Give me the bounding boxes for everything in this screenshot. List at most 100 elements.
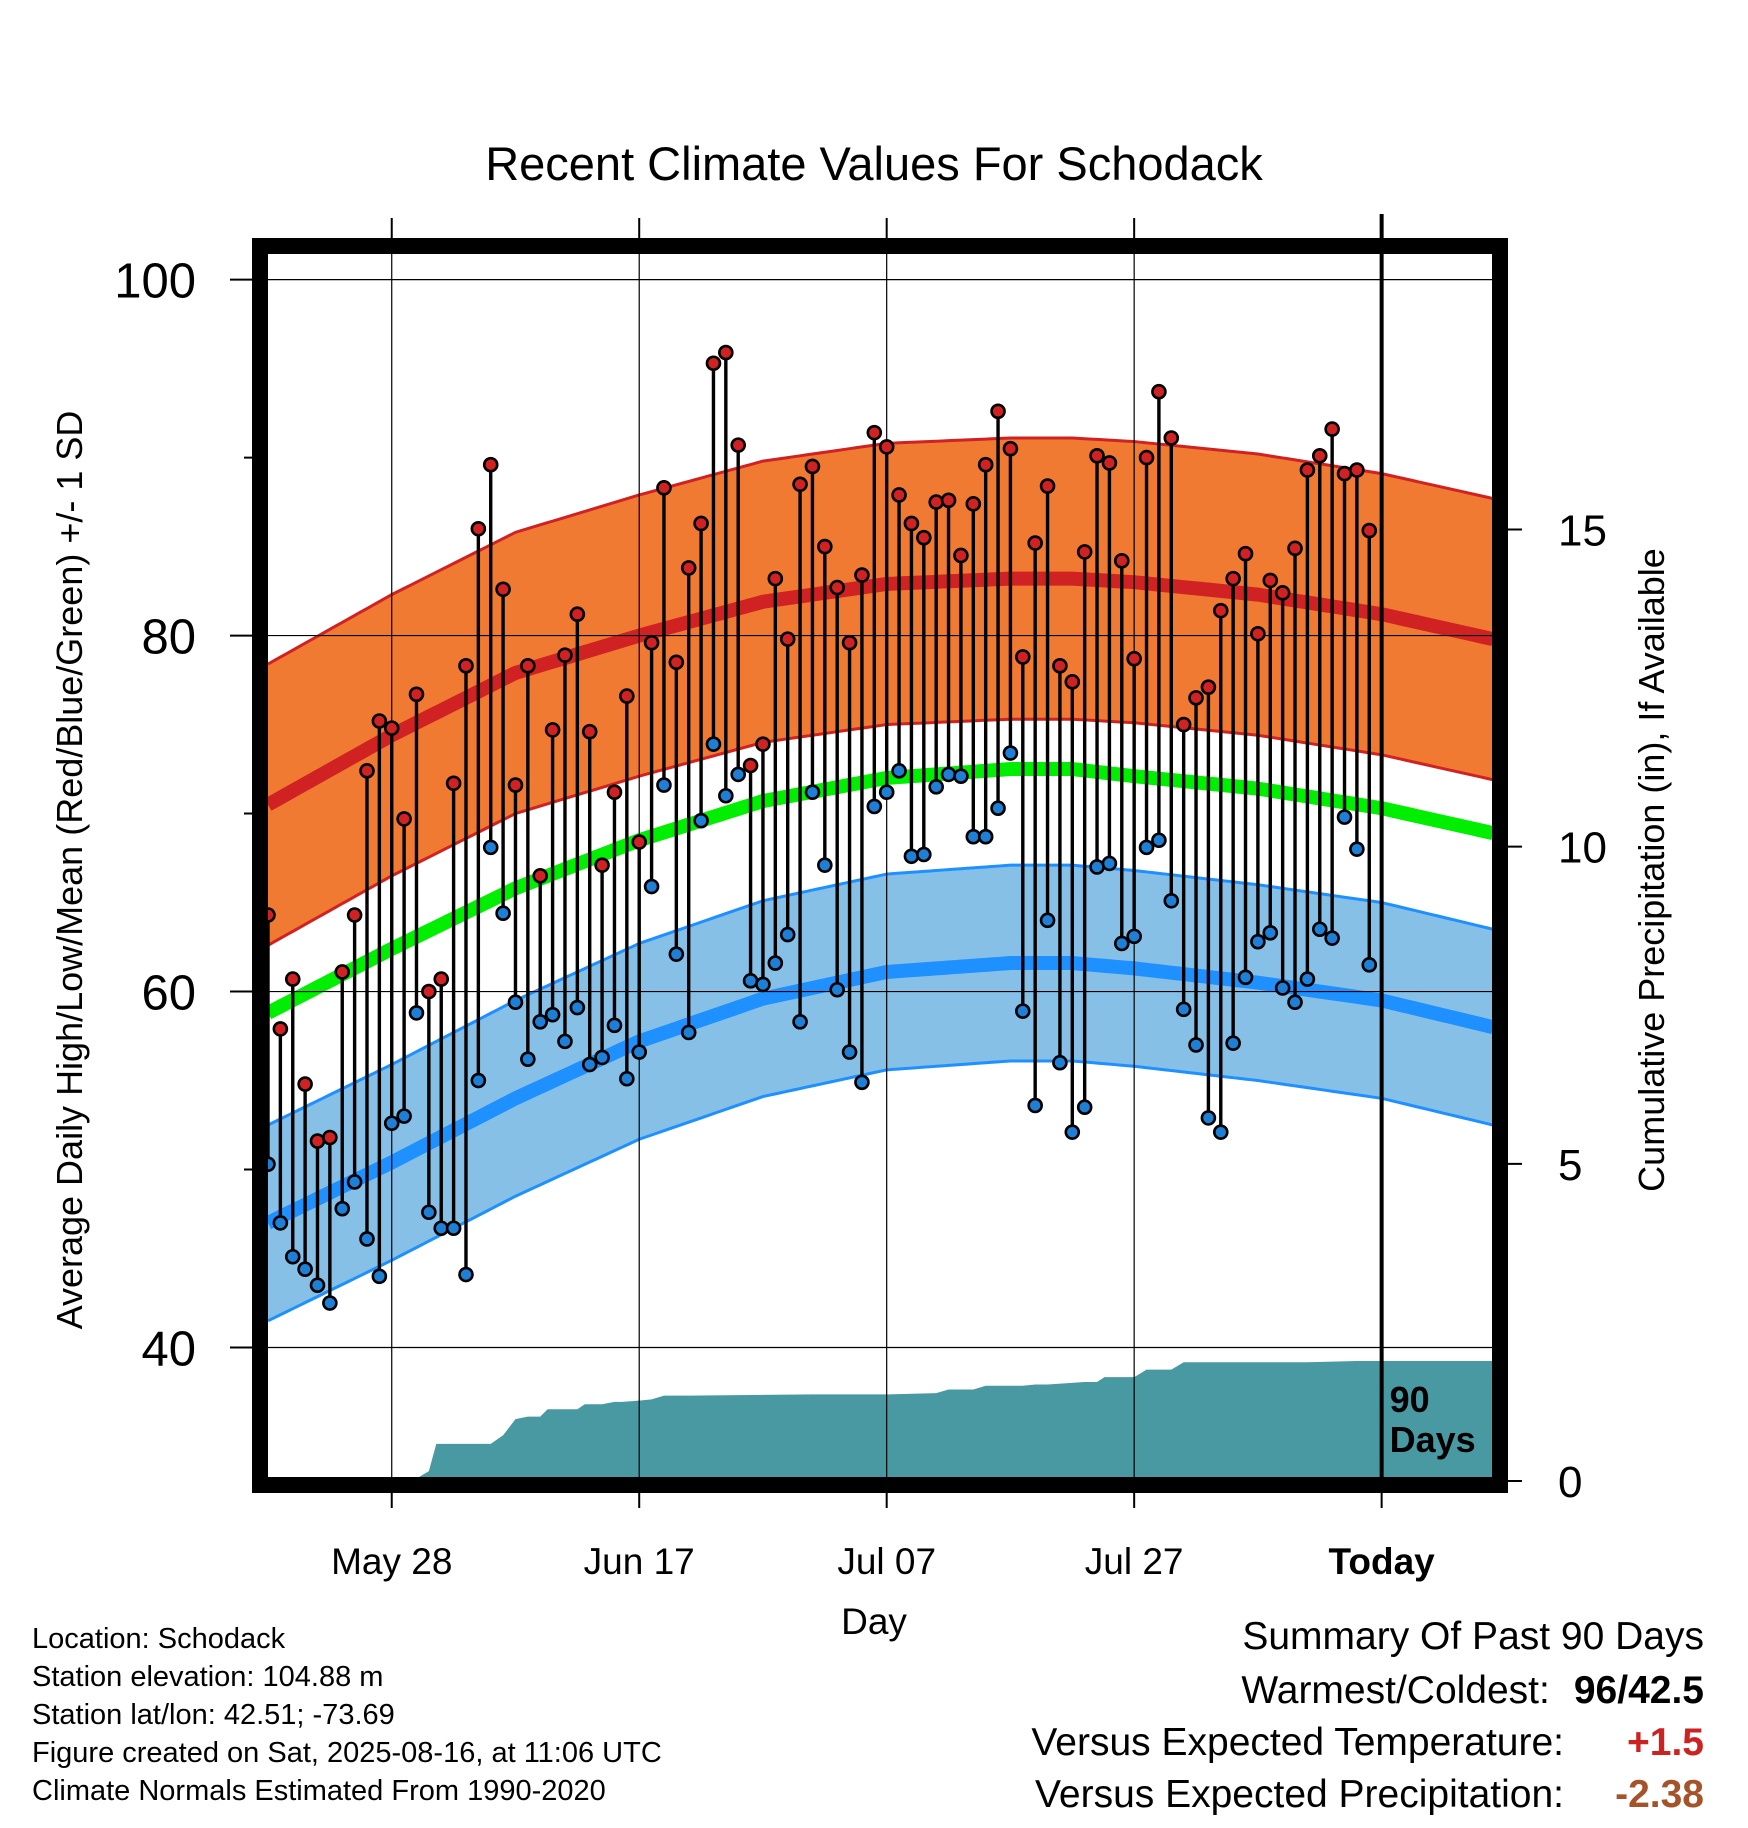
daily-low-point bbox=[940, 766, 957, 783]
daily-high-point bbox=[606, 784, 623, 800]
daily-high-point bbox=[557, 647, 573, 663]
coldest-value: /42.5 bbox=[1617, 1669, 1704, 1712]
y2-tick-label: 15 bbox=[1558, 506, 1607, 555]
daily-high-point bbox=[680, 560, 697, 576]
daily-high-point bbox=[1349, 462, 1365, 478]
daily-low-point bbox=[755, 976, 771, 993]
daily-low-point bbox=[779, 926, 796, 943]
daily-low-point bbox=[1262, 925, 1279, 941]
daily-low-point bbox=[1225, 1035, 1241, 1051]
daily-high-point bbox=[1361, 522, 1378, 539]
daily-high-point bbox=[1027, 535, 1043, 551]
daily-low-point bbox=[977, 828, 994, 845]
created-text: Figure created on Sat, 2025-08-16, at 11… bbox=[32, 1737, 662, 1769]
daily-low-point bbox=[1287, 994, 1303, 1011]
daily-high-point bbox=[507, 777, 524, 793]
daily-high-point bbox=[779, 631, 796, 647]
daily-low-point bbox=[1101, 855, 1118, 872]
precip-anomaly-label: Versus Expected Precipitation: bbox=[1035, 1773, 1564, 1816]
daily-high-point bbox=[458, 658, 474, 674]
daily-high-point bbox=[1188, 690, 1204, 706]
y2-tick-label: 0 bbox=[1558, 1458, 1582, 1507]
daily-high-point bbox=[1237, 545, 1254, 562]
daily-high-point bbox=[792, 476, 808, 493]
daily-high-point bbox=[619, 688, 635, 704]
daily-low-point bbox=[742, 973, 759, 989]
high-normal-band bbox=[268, 438, 1493, 946]
daily-low-point bbox=[272, 1215, 289, 1231]
warmest-value: 96 bbox=[1573, 1669, 1618, 1712]
daily-high-point bbox=[544, 722, 561, 738]
location-text: Location: Schodack bbox=[32, 1623, 286, 1655]
y-tick-label: 80 bbox=[141, 611, 196, 665]
y-axis-label: Average Daily High/Low/Mean (Red/Blue/Gr… bbox=[49, 411, 90, 1330]
y-tick-label: 40 bbox=[141, 1323, 196, 1377]
warmest-coldest-label: Warmest/Coldest: bbox=[1241, 1669, 1550, 1712]
daily-high-point bbox=[1250, 625, 1266, 642]
daily-low-point bbox=[1039, 912, 1056, 929]
daily-low-point bbox=[495, 905, 511, 922]
daily-low-point bbox=[421, 1204, 437, 1221]
daily-high-point bbox=[817, 538, 833, 555]
daily-low-point bbox=[297, 1261, 313, 1277]
daily-low-point bbox=[767, 955, 784, 971]
daily-high-point bbox=[656, 480, 672, 496]
daily-high-point bbox=[1299, 462, 1316, 478]
daily-high-point bbox=[804, 458, 821, 475]
daily-low-point bbox=[594, 1049, 610, 1066]
daily-high-point bbox=[1002, 440, 1019, 457]
daily-low-point bbox=[1064, 1124, 1081, 1140]
daily-low-point bbox=[268, 1156, 276, 1172]
daily-low-point bbox=[916, 846, 932, 863]
high-band-lower-edge bbox=[268, 717, 1493, 947]
daily-high-point bbox=[1076, 544, 1093, 560]
daily-low-point bbox=[1113, 935, 1130, 952]
daily-low-point bbox=[1361, 957, 1378, 973]
daily-high-point bbox=[1262, 572, 1279, 589]
daily-low-point bbox=[1324, 930, 1340, 946]
chart-title: Recent Climate Values For Schodack bbox=[485, 137, 1263, 190]
daily-low-point bbox=[1138, 839, 1155, 856]
daily-high-point bbox=[346, 907, 363, 923]
daily-high-point bbox=[581, 723, 598, 740]
daily-low-point bbox=[718, 787, 734, 804]
precip-anomaly-value: -2.38 bbox=[1615, 1773, 1704, 1816]
temp-anomaly-value: +1.5 bbox=[1627, 1721, 1704, 1764]
y-tick-label: 60 bbox=[141, 967, 196, 1021]
daily-low-point bbox=[1200, 1110, 1217, 1126]
daily-high-point bbox=[421, 983, 437, 1000]
daily-low-point bbox=[284, 1248, 301, 1265]
daily-high-point bbox=[1324, 421, 1340, 437]
low-band-lower-edge bbox=[268, 1059, 1493, 1323]
daily-low-point bbox=[408, 1005, 425, 1021]
daily-high-point bbox=[309, 1133, 326, 1149]
daily-low-point bbox=[1126, 928, 1142, 945]
daily-low-point bbox=[817, 857, 833, 873]
daily-high-point bbox=[829, 579, 845, 596]
daily-low-point bbox=[520, 1051, 536, 1067]
daily-high-point bbox=[272, 1021, 289, 1037]
daily-low-point bbox=[829, 981, 845, 998]
daily-high-point bbox=[1089, 448, 1105, 464]
summary-title: Summary Of Past 90 Days bbox=[1242, 1615, 1704, 1658]
daily-high-point bbox=[1014, 649, 1031, 665]
daily-high-point bbox=[903, 515, 920, 532]
daily-low-point bbox=[346, 1174, 363, 1190]
daily-low-point bbox=[359, 1231, 375, 1247]
plot-frame bbox=[252, 238, 1508, 1493]
daily-low-point bbox=[1175, 1001, 1192, 1018]
daily-high-point bbox=[1113, 553, 1130, 569]
daily-low-point bbox=[1299, 971, 1316, 987]
daily-low-point bbox=[965, 828, 982, 845]
daily-low-point bbox=[507, 994, 524, 1011]
daily-high-point bbox=[396, 811, 412, 827]
daily-low-point bbox=[334, 1200, 351, 1217]
daily-low-point bbox=[458, 1266, 474, 1283]
daily-high-point bbox=[928, 494, 944, 510]
daily-high-point bbox=[359, 763, 375, 779]
daily-high-point bbox=[940, 492, 957, 509]
warmest-coldest-value: 96/42.5 bbox=[1574, 1669, 1704, 1713]
daily-low-point bbox=[705, 736, 722, 752]
low-normal-band bbox=[268, 865, 1493, 1321]
y2-tick-label: 5 bbox=[1558, 1141, 1582, 1190]
